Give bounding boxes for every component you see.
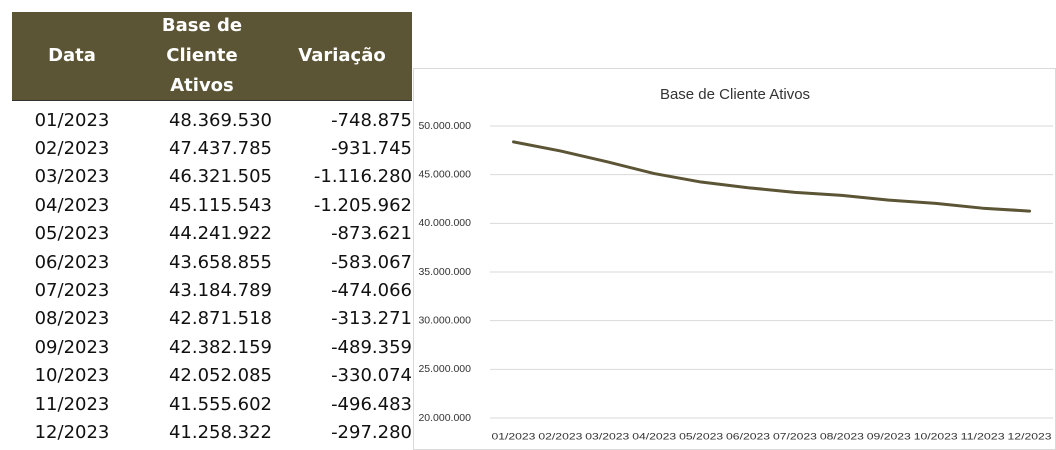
- y-tick-label: 20.000.000: [418, 412, 471, 424]
- table-cell: 07/2023: [34, 280, 110, 302]
- table-cell: 10/2023: [34, 365, 110, 387]
- x-tick-label: 07/2023: [773, 432, 817, 443]
- table-cell: -489.359: [331, 336, 412, 358]
- table-cell: -496.483: [331, 393, 412, 415]
- table-row: 11/2023 41.555.602 -496.483: [12, 390, 412, 418]
- table-cell: -1.116.280: [313, 166, 412, 188]
- table-cell: -1.205.962: [313, 194, 412, 216]
- data-table: Data Base de Cliente Ativos Variação 01/…: [12, 12, 412, 447]
- table-cell: -297.280: [331, 421, 412, 443]
- table-cell: 42.382.159: [168, 336, 272, 358]
- table-cell: 48.369.530: [168, 109, 272, 131]
- table-row: 01/2023 48.369.530 -748.875: [12, 106, 412, 134]
- x-tick-label: 01/2023: [491, 432, 535, 443]
- table-cell: 03/2023: [34, 166, 110, 188]
- table-row: 05/2023 44.241.922 -873.621: [12, 220, 412, 248]
- table-row: 10/2023 42.052.085 -330.074: [12, 362, 412, 390]
- table-header: Data Base de Cliente Ativos Variação: [12, 12, 412, 101]
- table-cell: 41.258.322: [168, 421, 272, 443]
- table-cell: 06/2023: [34, 251, 110, 273]
- table-cell: 43.658.855: [168, 251, 272, 273]
- y-tick-label: 25.000.000: [418, 363, 471, 375]
- y-tick-label: 45.000.000: [418, 168, 471, 180]
- table-cell: -330.074: [331, 365, 412, 387]
- table-cell: 12/2023: [34, 421, 110, 443]
- x-tick-label: 04/2023: [632, 432, 676, 443]
- x-tick-label: 09/2023: [867, 432, 911, 443]
- table-row: 08/2023 42.871.518 -313.271: [12, 305, 412, 333]
- table-cell: 04/2023: [34, 194, 110, 216]
- table-cell: 42.871.518: [168, 308, 272, 330]
- table-cell: -931.745: [331, 138, 412, 160]
- table-cell: 43.184.789: [168, 280, 272, 302]
- x-tick-label: 11/2023: [961, 432, 1005, 443]
- chart: Base de Cliente Ativos 20.000.000 25.000.…: [413, 68, 1056, 450]
- chart-border: [413, 68, 1056, 450]
- y-tick-label: 35.000.000: [418, 266, 471, 278]
- header-cell: Data: [48, 45, 96, 66]
- table-row: 12/2023 41.258.322 -297.280: [12, 418, 412, 446]
- table-cell: 02/2023: [34, 138, 110, 160]
- x-tick-label: 03/2023: [585, 432, 629, 443]
- table-cell: -313.271: [331, 308, 412, 330]
- y-tick-label: 40.000.000: [418, 217, 471, 229]
- table-cell: -583.067: [331, 251, 412, 273]
- table-row: 09/2023 42.382.159 -489.359: [12, 333, 412, 361]
- x-tick-label: 05/2023: [679, 432, 723, 443]
- table-cell: 41.555.602: [168, 393, 272, 415]
- x-tick-label: 02/2023: [538, 432, 582, 443]
- header-cell: Variação: [298, 45, 386, 66]
- table-cell: 46.321.505: [168, 166, 272, 188]
- table-row: 07/2023 43.184.789 -474.066: [12, 276, 412, 304]
- x-tick-label: 08/2023: [820, 432, 864, 443]
- table-cell: 01/2023: [34, 109, 110, 131]
- table-cell: 11/2023: [34, 393, 110, 415]
- table-cell: 09/2023: [34, 336, 110, 358]
- x-tick-label: 06/2023: [726, 432, 770, 443]
- table-cell: 42.052.085: [168, 365, 272, 387]
- chart-title: Base de Cliente Ativos: [660, 86, 810, 103]
- table-cell: 45.115.543: [168, 194, 272, 216]
- y-tick-label: 50.000.000: [418, 120, 471, 132]
- table-cell: 08/2023: [34, 308, 110, 330]
- table-row: 03/2023 46.321.505 -1.116.280: [12, 163, 412, 191]
- table-cell: 44.241.922: [168, 223, 272, 245]
- y-tick-label: 30.000.000: [418, 314, 471, 326]
- table-cell: -873.621: [331, 223, 412, 245]
- table-body: 01/2023 48.369.530 -748.875 02/2023 47.437.7…: [12, 101, 412, 447]
- table-row: 04/2023 45.115.543 -1.205.962: [12, 191, 412, 219]
- table-cell: 47.437.785: [168, 138, 272, 160]
- header-cell: Base de Cliente Ativos: [161, 15, 243, 96]
- x-tick-label: 12/2023: [1008, 432, 1052, 443]
- table-cell: 05/2023: [34, 223, 110, 245]
- table-row: 06/2023 43.658.855 -583.067: [12, 248, 412, 276]
- x-tick-label: 10/2023: [914, 432, 958, 443]
- table-cell: -474.066: [331, 280, 412, 302]
- table-cell: -748.875: [331, 109, 412, 131]
- table-row: 02/2023 47.437.785 -931.745: [12, 134, 412, 162]
- line: [511, 140, 1032, 213]
